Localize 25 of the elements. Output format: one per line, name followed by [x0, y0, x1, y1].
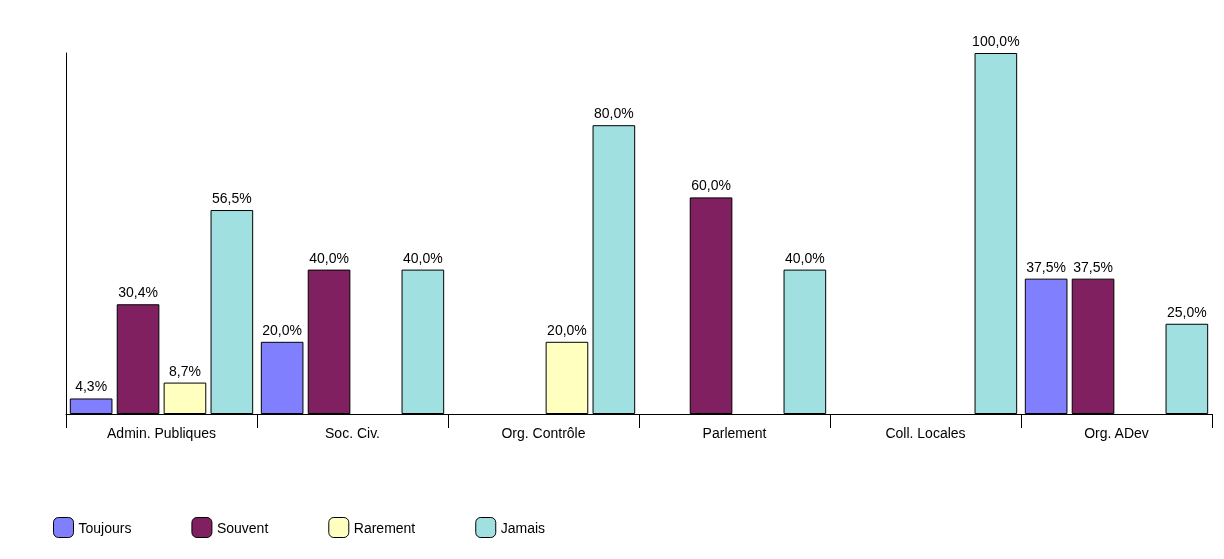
- data-label: 4,3%: [75, 378, 108, 395]
- data-label: 40,0%: [403, 249, 443, 266]
- data-label: 56,5%: [212, 190, 252, 207]
- data-label: 60,0%: [691, 177, 731, 194]
- x-tick-label: Admin. Publiques: [107, 425, 216, 441]
- x-tick-label: Soc. Civ.: [325, 425, 380, 441]
- data-label: 20,0%: [262, 321, 302, 338]
- data-label: 25,0%: [1167, 303, 1207, 320]
- data-label: 8,7%: [168, 362, 201, 379]
- data-label: 37,5%: [1073, 258, 1113, 275]
- data-label: 20,0%: [547, 321, 587, 338]
- data-label: 40,0%: [309, 249, 349, 266]
- legend-label: Jamais: [500, 519, 546, 536]
- legend-label: Souvent: [216, 519, 269, 536]
- legend-label: Toujours: [78, 519, 132, 536]
- data-label: 80,0%: [594, 105, 634, 122]
- x-tick-label: Parlement: [702, 425, 767, 441]
- data-label: 30,4%: [118, 284, 158, 301]
- data-label: 100,0%: [972, 33, 1020, 49]
- data-label: 37,5%: [1026, 258, 1066, 275]
- data-label: 40,0%: [785, 249, 825, 266]
- x-tick-label: Org. Contrôle: [501, 425, 586, 441]
- legend-label: Rarement: [353, 519, 416, 536]
- x-tick-label: Org. ADev: [1084, 425, 1149, 441]
- x-tick-label: Coll. Locales: [885, 425, 966, 441]
